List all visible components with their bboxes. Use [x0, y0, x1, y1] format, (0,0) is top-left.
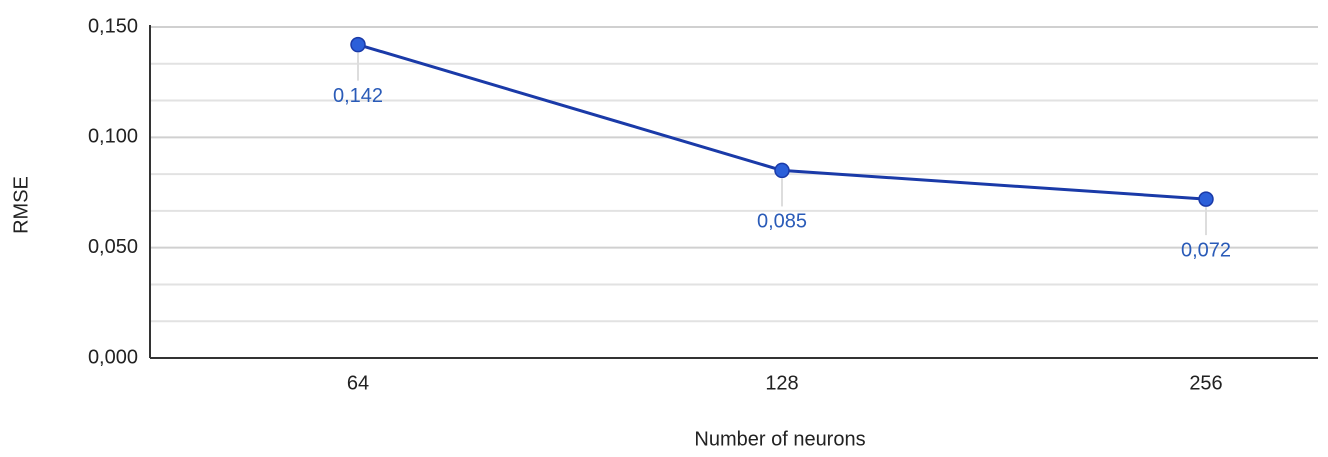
x-tick-label: 256: [1189, 372, 1222, 394]
data-label: 0,072: [1181, 239, 1231, 261]
point: [774, 162, 790, 179]
x-tick-label: 128: [765, 372, 798, 394]
y-axis-label: RMSE: [10, 176, 32, 234]
data-label: 0,085: [757, 211, 807, 233]
y-tick-label: 0,050: [88, 236, 138, 258]
point: [350, 36, 366, 53]
point: [1198, 191, 1214, 207]
x-tick-label: 64: [347, 372, 369, 394]
y-tick-label: 0,000: [88, 346, 138, 368]
data-label: 0,142: [333, 85, 383, 107]
y-tick-label: 0,150: [88, 15, 138, 37]
y-tick-label: 0,100: [88, 126, 138, 148]
x-axis-label: Number of neurons: [694, 428, 865, 450]
